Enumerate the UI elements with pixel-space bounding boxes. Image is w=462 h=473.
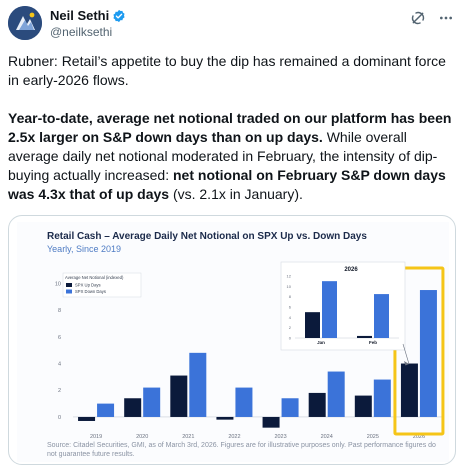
y-tick-label: 4 bbox=[58, 362, 61, 368]
inset-x-tick-label: Feb bbox=[369, 340, 377, 345]
tweet-header: Neil Sethi @neilksethi bbox=[8, 6, 454, 40]
y-tick-label: 10 bbox=[55, 281, 61, 287]
x-tick-label: 2020 bbox=[136, 434, 148, 440]
bar-up-days bbox=[308, 392, 326, 417]
chart-image[interactable]: 0 2 4 6 8 10 2019 2020 2021 2022 2023 2024 2025 2026 A… bbox=[17, 222, 449, 462]
bar-up-days bbox=[124, 398, 142, 417]
verified-badge-icon bbox=[113, 9, 125, 22]
legend-label: SPX Down Days bbox=[75, 289, 106, 294]
grok-icon[interactable] bbox=[410, 10, 426, 26]
bar-down-days bbox=[373, 379, 391, 417]
author-name[interactable]: Neil Sethi bbox=[50, 8, 110, 23]
legend-title: Average Net Notional (indexed) bbox=[65, 275, 124, 280]
bar-down-days bbox=[97, 403, 115, 417]
x-tick-label: 2025 bbox=[367, 434, 379, 440]
legend-label: SPX Up Days bbox=[75, 283, 101, 288]
bar-down-days bbox=[189, 352, 207, 417]
inset-y-tick-label: 8 bbox=[289, 294, 292, 299]
tweet-paragraph-2: Year-to-date, average net notional trade… bbox=[8, 109, 456, 204]
inset-y-tick-label: 10 bbox=[287, 284, 292, 289]
inset-connector-arrowhead bbox=[404, 361, 409, 366]
inset-y-tick-label: 0 bbox=[289, 336, 292, 341]
bar-down-days bbox=[143, 387, 161, 417]
legend-box bbox=[62, 272, 142, 298]
chart-subtitle: Yearly, Since 2019 bbox=[47, 244, 122, 254]
y-tick-label: 6 bbox=[58, 335, 61, 341]
legend-swatch bbox=[66, 289, 72, 294]
tweet-bold-2: net notional on February S&P down days w… bbox=[8, 167, 446, 202]
inset-title: 2026 bbox=[344, 267, 358, 273]
bar-down-days bbox=[281, 398, 299, 417]
x-tick-label: 2024 bbox=[321, 434, 333, 440]
tweet-text-2: (vs. 2.1x in January). bbox=[169, 186, 303, 202]
inset-bar-down-days bbox=[374, 294, 389, 338]
inset-bar-up-days bbox=[305, 312, 320, 338]
x-tick-label: 2026 bbox=[413, 434, 425, 440]
bar-up-days bbox=[262, 416, 280, 428]
y-tick-label: 8 bbox=[58, 308, 61, 314]
tweet-text: Rubner: Retail’s appetite to buy the dip… bbox=[8, 52, 456, 223]
x-tick-label: 2019 bbox=[90, 434, 102, 440]
bar-up-days bbox=[216, 416, 234, 420]
bar-up-days bbox=[170, 375, 188, 417]
tweet-bold-1: Year-to-date, average net notional trade… bbox=[8, 110, 452, 145]
avatar[interactable] bbox=[8, 6, 42, 40]
x-tick-label: 2022 bbox=[228, 434, 240, 440]
bar-down-days bbox=[327, 371, 345, 417]
more-options-icon[interactable] bbox=[438, 10, 454, 26]
chart-canvas: 0 2 4 6 8 10 2019 2020 2021 2022 2023 2024 2025 2026 A… bbox=[55, 261, 445, 440]
x-tick-label: 2021 bbox=[182, 434, 194, 440]
y-tick-label: 0 bbox=[58, 415, 61, 421]
y-tick-label: 2 bbox=[58, 388, 61, 394]
bar-up-days bbox=[354, 395, 372, 417]
inset-y-tick-label: 2 bbox=[289, 325, 292, 330]
chart-source: Source: Citadel Securities, GMI, as of M… bbox=[47, 442, 436, 458]
tweet-paragraph-1: Rubner: Retail’s appetite to buy the dip… bbox=[8, 53, 446, 88]
highlight-box bbox=[393, 266, 445, 436]
inset-connector-line bbox=[402, 343, 410, 365]
bar-down-days bbox=[235, 387, 253, 417]
avatar-logo bbox=[8, 6, 42, 40]
x-tick-label: 2023 bbox=[274, 434, 286, 440]
bar-down-days bbox=[419, 290, 437, 417]
author-handle[interactable]: @neilksethi bbox=[50, 25, 113, 39]
bar-up-days bbox=[400, 363, 418, 417]
inset-y-tick-label: 6 bbox=[289, 305, 292, 310]
inset-y-tick-label: 4 bbox=[289, 315, 292, 320]
tweet-text-1: While overall average daily net notional… bbox=[8, 129, 438, 183]
inset-bar-down-days bbox=[322, 281, 337, 338]
inset-bar-up-days bbox=[357, 335, 372, 338]
legend-swatch bbox=[66, 283, 72, 287]
bar-up-days bbox=[78, 416, 96, 421]
inset-x-tick-label: Jan bbox=[317, 340, 325, 345]
media-card[interactable]: 0 2 4 6 8 10 2019 2020 2021 2022 2023 2024 2025 2026 A… bbox=[8, 215, 456, 465]
chart-title: Retail Cash – Average Daily Net Notional… bbox=[47, 231, 367, 242]
inset-y-tick-label: 12 bbox=[287, 274, 292, 279]
